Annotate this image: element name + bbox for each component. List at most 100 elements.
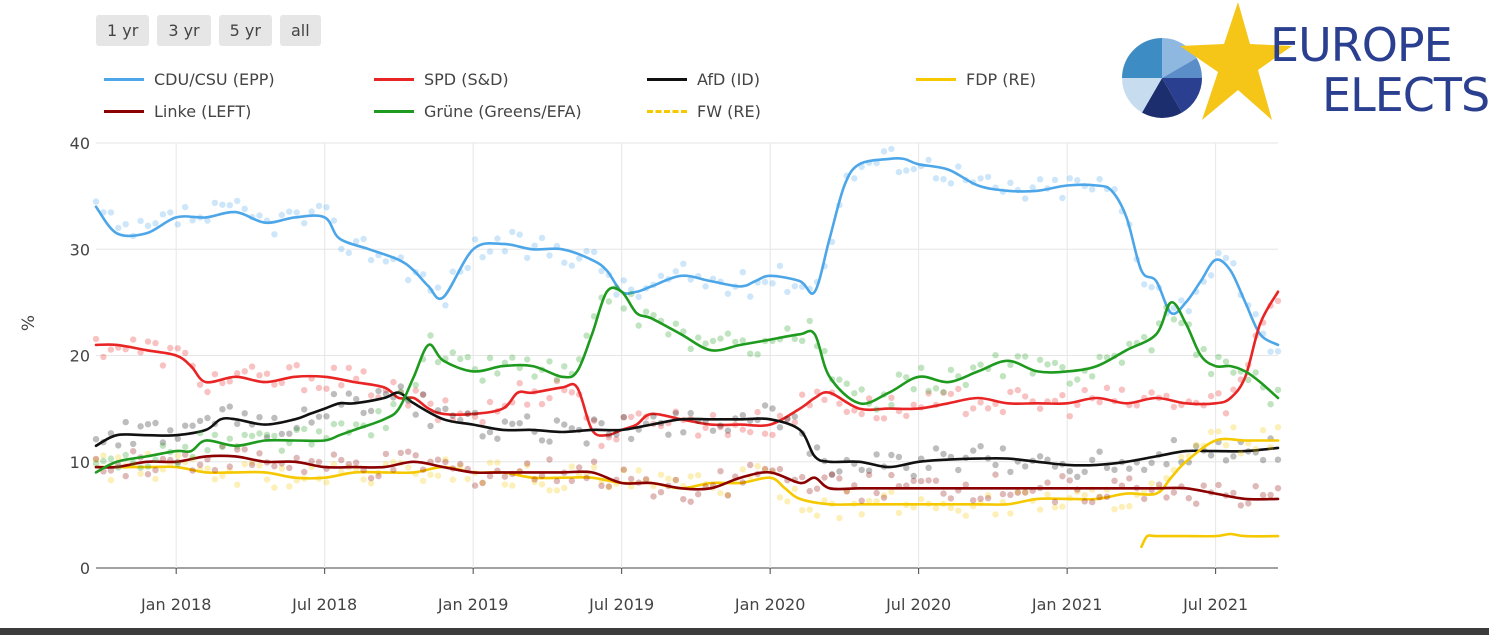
poll-point-afd [977, 443, 984, 450]
poll-point-cdu [568, 262, 575, 269]
poll-point-gruene [561, 363, 568, 370]
poll-point-gruene [680, 328, 687, 335]
poll-point-spd [598, 442, 605, 450]
poll-point-linke [813, 485, 821, 492]
poll-point-cdu [977, 175, 984, 182]
poll-point-fdp [568, 463, 575, 470]
poll-point-spd [1074, 401, 1081, 408]
poll-point-fdp [1074, 488, 1081, 495]
poll-point-gruene [903, 374, 910, 381]
poll-point-cdu [895, 168, 903, 176]
poll-point-cdu [434, 284, 442, 291]
poll-point-gruene [271, 432, 278, 440]
legend-label: SPD (S&D) [424, 70, 509, 89]
star-icon [1180, 2, 1292, 120]
x-tick-label: Jan 2018 [140, 595, 211, 614]
poll-point-linke [442, 458, 449, 466]
poll-point-spd [390, 378, 397, 386]
poll-point-gruene [144, 463, 152, 470]
poll-point-linke [977, 495, 984, 502]
poll-point-afd [955, 466, 962, 474]
poll-point-spd [657, 422, 665, 430]
poll-point-linke [308, 457, 315, 465]
range-button-5yr[interactable]: 5 yr [218, 15, 272, 46]
poll-point-afd [605, 431, 613, 438]
poll-point-cdu [1096, 176, 1103, 183]
range-button-1yr[interactable]: 1 yr [96, 15, 150, 46]
poll-point-gruene [1193, 351, 1200, 358]
legend-item-spd[interactable]: SPD (S&D) [374, 70, 509, 89]
poll-point-afd [130, 440, 137, 448]
poll-point-spd [1148, 389, 1155, 396]
poll-point-cdu [219, 201, 226, 208]
poll-point-fdp [858, 511, 865, 518]
series-line-cdu [94, 157, 1280, 347]
poll-point-gruene [977, 361, 984, 368]
poll-point-linke [962, 481, 969, 488]
poll-point-afd [1103, 464, 1111, 472]
poll-point-fdp [152, 475, 159, 483]
poll-point-gruene [449, 349, 456, 356]
poll-point-spd [241, 368, 248, 375]
poll-point-gruene [494, 370, 501, 377]
poll-point-fdp [1193, 441, 1200, 449]
poll-point-gruene [620, 305, 627, 312]
legend-item-fdp[interactable]: FDP (RE) [916, 70, 1036, 89]
poll-point-afd [1163, 461, 1170, 468]
poll-point-cdu [1059, 194, 1066, 202]
legend-item-afd[interactable]: AfD (ID) [647, 70, 760, 89]
poll-point-fdp [932, 505, 940, 512]
poll-point-spd [761, 430, 769, 437]
poll-point-linke [590, 458, 598, 465]
poll-point-afd [769, 405, 776, 412]
poll-point-spd [865, 395, 873, 402]
poll-point-gruene [553, 376, 561, 383]
poll-point-linke [301, 468, 308, 476]
poll-point-gruene [464, 353, 471, 361]
poll-point-linke [970, 497, 977, 504]
poll-point-spd [546, 394, 553, 402]
poll-point-afd [932, 445, 940, 452]
poll-point-fdp [776, 494, 784, 501]
poll-point-linke [761, 465, 769, 473]
poll-point-spd [211, 371, 219, 378]
poll-point-gruene [1215, 353, 1222, 361]
poll-point-cdu [1051, 176, 1059, 184]
poll-point-linke [576, 464, 583, 471]
poll-point-fdp [449, 476, 456, 483]
chart-series-lines [92, 145, 1282, 549]
poll-point-spd [1021, 393, 1029, 400]
range-button-all[interactable]: all [279, 15, 321, 46]
range-button-3yr[interactable]: 3 yr [157, 15, 211, 46]
poll-point-fdp [1267, 444, 1274, 451]
poll-point-afd [353, 395, 360, 403]
legend-item-gruene[interactable]: Grüne (Greens/EFA) [374, 102, 582, 121]
poll-point-linke [910, 477, 917, 485]
poll-point-cdu [1267, 348, 1274, 355]
poll-point-afd [784, 415, 791, 423]
poll-point-afd [189, 422, 196, 429]
legend-item-linke[interactable]: Linke (LEFT) [104, 102, 251, 121]
poll-point-spd [553, 377, 561, 385]
poll-point-afd [1007, 468, 1014, 476]
poll-point-fdp [479, 479, 486, 486]
poll-point-afd [1148, 459, 1155, 466]
poll-point-fdp [509, 482, 516, 489]
poll-point-fdp [419, 477, 427, 484]
poll-point-gruene [501, 359, 509, 366]
legend-item-fw[interactable]: FW (RE) [647, 102, 761, 121]
poll-point-linke [315, 458, 323, 466]
poll-point-spd [226, 378, 233, 385]
poll-point-linke [1163, 494, 1170, 501]
poll-point-linke [598, 482, 605, 489]
poll-point-gruene [628, 290, 635, 298]
chart-grid [96, 142, 1278, 569]
poll-point-spd [970, 405, 977, 412]
poll-point-gruene [1089, 373, 1096, 380]
poll-point-afd [152, 419, 159, 427]
poll-point-afd [925, 464, 932, 471]
poll-point-cdu [464, 264, 471, 272]
poll-point-fdp [286, 483, 293, 490]
legend-item-cdu[interactable]: CDU/CSU (EPP) [104, 70, 275, 89]
poll-point-gruene [434, 358, 442, 366]
